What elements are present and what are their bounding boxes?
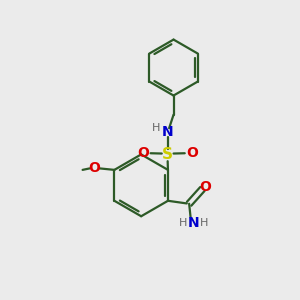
Text: H: H: [152, 123, 161, 133]
Text: H: H: [179, 218, 188, 229]
Text: O: O: [137, 146, 149, 160]
Text: O: O: [200, 180, 211, 194]
Text: O: O: [187, 146, 198, 160]
Text: O: O: [88, 161, 100, 176]
Text: H: H: [200, 218, 208, 229]
Text: S: S: [162, 147, 173, 162]
Text: N: N: [162, 125, 173, 139]
Text: N: N: [188, 216, 200, 230]
